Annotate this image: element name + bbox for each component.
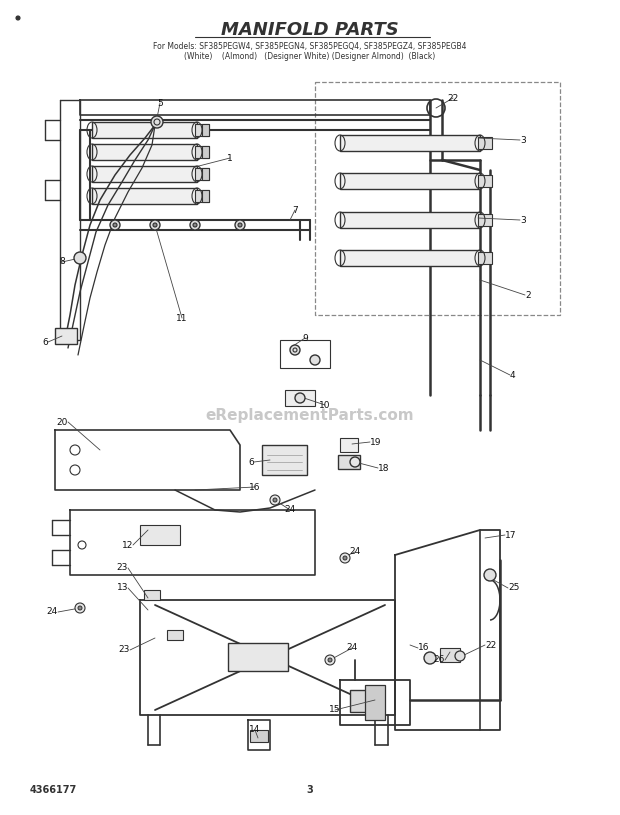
Bar: [250, 730, 268, 742]
Bar: [340, 250, 480, 266]
Text: eReplacementParts.com: eReplacementParts.com: [206, 408, 414, 422]
Bar: [140, 525, 180, 545]
Ellipse shape: [310, 355, 320, 365]
Text: 9: 9: [302, 333, 308, 342]
Ellipse shape: [455, 651, 465, 661]
Bar: [440, 648, 460, 662]
Text: 3: 3: [307, 785, 313, 795]
Text: 22: 22: [448, 94, 459, 103]
Ellipse shape: [328, 658, 332, 662]
Bar: [340, 438, 358, 452]
Bar: [228, 643, 288, 671]
Text: 19: 19: [370, 438, 381, 447]
Bar: [92, 144, 197, 160]
Text: 6: 6: [248, 457, 254, 466]
Text: 13: 13: [117, 584, 128, 593]
Bar: [92, 188, 197, 204]
Text: 3: 3: [520, 215, 526, 224]
Ellipse shape: [238, 223, 242, 227]
Ellipse shape: [190, 220, 200, 230]
Bar: [144, 590, 160, 600]
Bar: [340, 135, 480, 151]
Text: 8: 8: [59, 258, 65, 267]
Ellipse shape: [153, 223, 157, 227]
Text: 23: 23: [117, 563, 128, 572]
Text: 20: 20: [56, 417, 68, 426]
Bar: [195, 190, 209, 202]
Bar: [478, 137, 492, 149]
Bar: [478, 175, 492, 187]
Bar: [195, 146, 209, 158]
Bar: [478, 252, 492, 264]
Text: 23: 23: [118, 645, 130, 654]
Text: (White)    (Almond)   (Designer White) (Designer Almond)  (Black): (White) (Almond) (Designer White) (Desig…: [184, 51, 436, 60]
Text: 3: 3: [520, 135, 526, 144]
Bar: [280, 340, 330, 368]
Text: 24: 24: [285, 505, 296, 514]
Bar: [55, 328, 77, 344]
Ellipse shape: [113, 223, 117, 227]
Bar: [262, 445, 307, 475]
Ellipse shape: [273, 498, 277, 502]
Bar: [202, 190, 209, 202]
Text: 15: 15: [329, 706, 341, 715]
Ellipse shape: [78, 606, 82, 610]
Text: 16: 16: [418, 644, 430, 653]
Text: 1: 1: [227, 153, 233, 162]
Text: 16: 16: [249, 482, 261, 491]
Bar: [285, 390, 315, 406]
Bar: [202, 124, 209, 136]
Text: 17: 17: [505, 531, 516, 540]
Text: 11: 11: [176, 314, 188, 323]
Text: 26: 26: [433, 655, 445, 664]
Text: 6: 6: [42, 337, 48, 346]
Ellipse shape: [110, 220, 120, 230]
Ellipse shape: [290, 345, 300, 355]
Ellipse shape: [74, 252, 86, 264]
Text: For Models: SF385PEGW4, SF385PEGN4, SF385PEGQ4, SF385PEGZ4, SF385PEGB4: For Models: SF385PEGW4, SF385PEGN4, SF38…: [153, 42, 467, 51]
Ellipse shape: [270, 495, 280, 505]
Ellipse shape: [151, 116, 163, 128]
Ellipse shape: [350, 457, 360, 467]
Ellipse shape: [343, 556, 347, 560]
Ellipse shape: [150, 220, 160, 230]
Text: 4366177: 4366177: [30, 785, 78, 795]
Text: 22: 22: [485, 641, 496, 650]
Ellipse shape: [295, 393, 305, 403]
Bar: [478, 214, 492, 226]
Bar: [338, 455, 360, 469]
Bar: [340, 173, 480, 189]
Bar: [350, 690, 380, 712]
Ellipse shape: [340, 553, 350, 563]
Bar: [202, 146, 209, 158]
Bar: [195, 168, 209, 180]
Text: 18: 18: [378, 464, 389, 473]
Text: 2: 2: [525, 290, 531, 299]
Text: 24: 24: [347, 644, 358, 653]
Text: 24: 24: [46, 607, 58, 616]
Text: 7: 7: [292, 205, 298, 214]
Text: 12: 12: [122, 540, 133, 549]
Bar: [92, 166, 197, 182]
Ellipse shape: [75, 603, 85, 613]
Ellipse shape: [16, 16, 20, 20]
Text: 25: 25: [508, 584, 520, 593]
Text: 4: 4: [510, 371, 516, 380]
Text: 24: 24: [350, 548, 361, 557]
Text: 10: 10: [319, 400, 330, 409]
Text: MANIFOLD PARTS: MANIFOLD PARTS: [221, 21, 399, 39]
Ellipse shape: [193, 223, 197, 227]
Bar: [92, 122, 197, 138]
Ellipse shape: [484, 569, 496, 581]
Text: 14: 14: [249, 725, 260, 734]
Bar: [340, 212, 480, 228]
Bar: [365, 685, 385, 720]
Bar: [167, 630, 183, 640]
Ellipse shape: [235, 220, 245, 230]
Text: 5: 5: [157, 99, 163, 108]
Ellipse shape: [424, 652, 436, 664]
Bar: [195, 124, 209, 136]
Ellipse shape: [325, 655, 335, 665]
Bar: [202, 168, 209, 180]
